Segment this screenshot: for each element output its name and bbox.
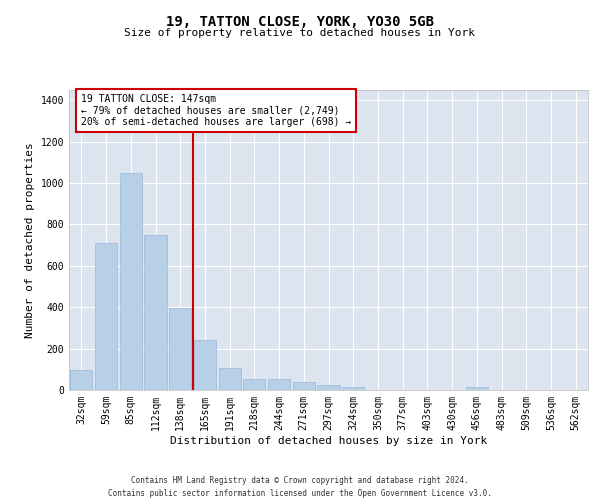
Bar xyxy=(95,243,117,390)
Text: 19 TATTON CLOSE: 147sqm
← 79% of detached houses are smaller (2,749)
20% of semi: 19 TATTON CLOSE: 147sqm ← 79% of detache… xyxy=(82,94,352,128)
Bar xyxy=(466,387,488,390)
Bar xyxy=(145,235,167,390)
Bar xyxy=(317,385,340,390)
Bar xyxy=(169,308,191,390)
Text: 19, TATTON CLOSE, YORK, YO30 5GB: 19, TATTON CLOSE, YORK, YO30 5GB xyxy=(166,15,434,29)
Bar xyxy=(194,340,216,390)
Bar xyxy=(119,173,142,390)
Bar xyxy=(218,368,241,390)
Bar xyxy=(70,370,92,390)
Bar xyxy=(268,378,290,390)
Bar xyxy=(243,378,265,390)
Text: Size of property relative to detached houses in York: Size of property relative to detached ho… xyxy=(125,28,476,38)
Bar xyxy=(342,387,364,390)
Y-axis label: Number of detached properties: Number of detached properties xyxy=(25,142,35,338)
X-axis label: Distribution of detached houses by size in York: Distribution of detached houses by size … xyxy=(170,436,487,446)
Text: Contains HM Land Registry data © Crown copyright and database right 2024.
Contai: Contains HM Land Registry data © Crown c… xyxy=(108,476,492,498)
Bar xyxy=(293,382,315,390)
